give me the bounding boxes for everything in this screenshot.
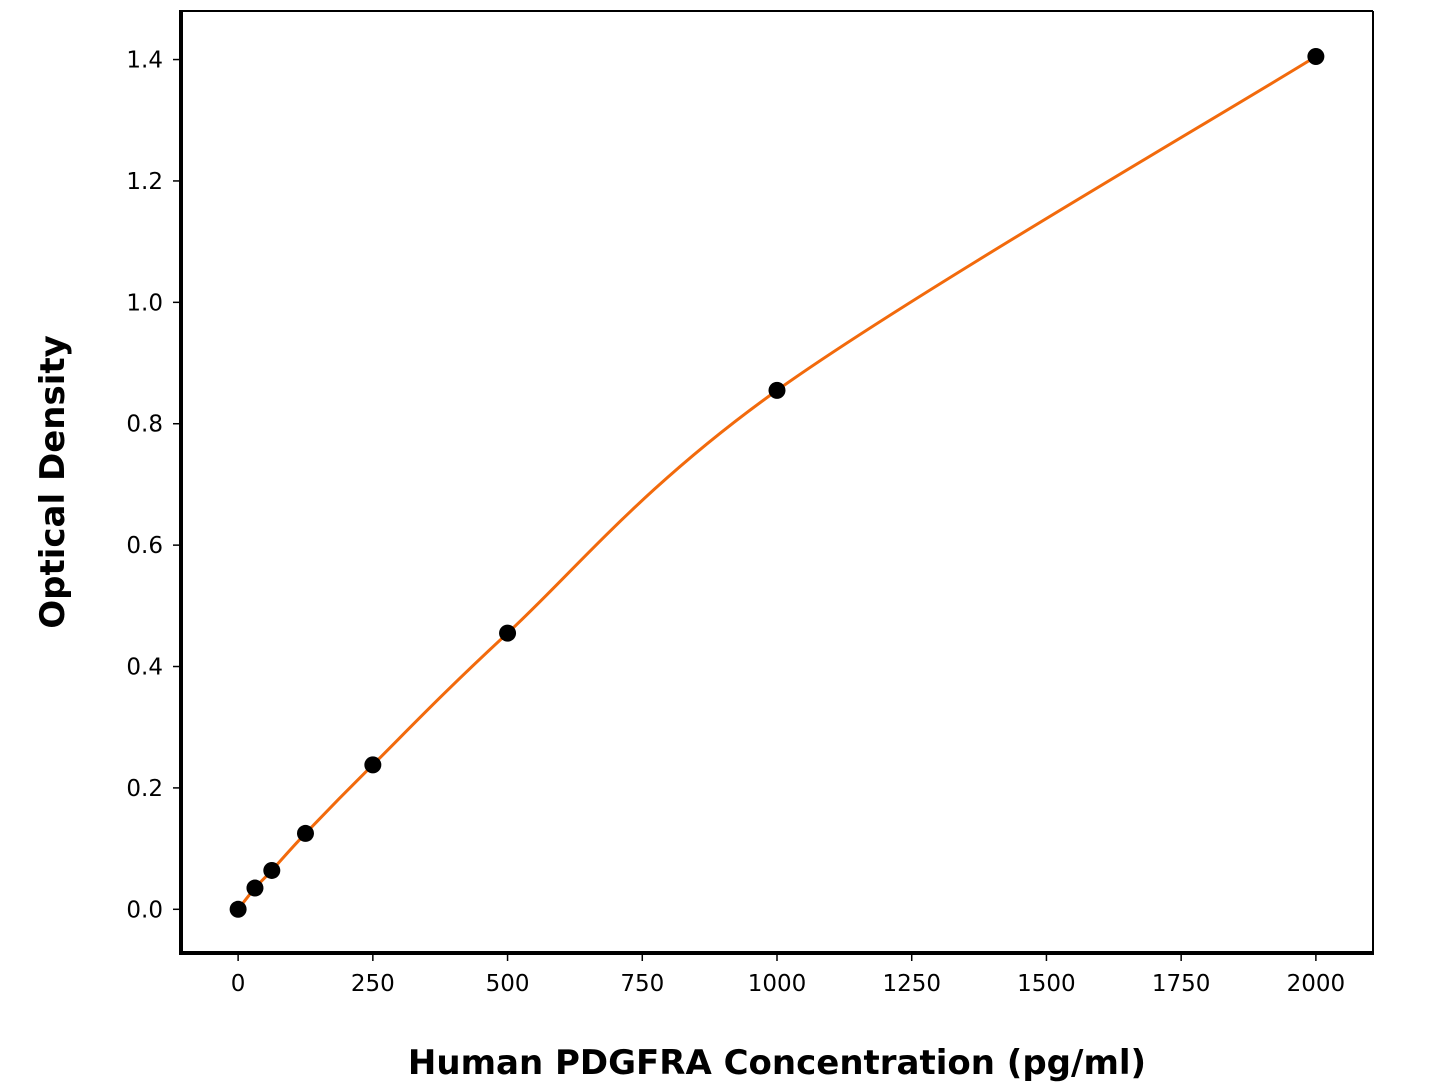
y-tick-label: 0.2 xyxy=(126,776,163,802)
x-tick-label: 1750 xyxy=(1152,971,1211,997)
y-tick-label: 0.4 xyxy=(126,655,163,681)
y-tick-label: 1.2 xyxy=(126,169,163,195)
x-axis-label: Human PDGFRA Concentration (pg/ml) xyxy=(408,1043,1146,1083)
y-tick-label: 1.0 xyxy=(126,290,163,316)
data-point xyxy=(263,861,281,879)
x-tick-label: 1000 xyxy=(748,971,807,997)
y-tick-label: 0.6 xyxy=(126,533,163,559)
x-tick-label: 1500 xyxy=(1017,971,1076,997)
y-tick-label: 1.4 xyxy=(126,48,163,74)
x-tick-label: 500 xyxy=(486,971,530,997)
x-tick-label: 750 xyxy=(620,971,664,997)
y-axis-label: Optical Density xyxy=(33,335,73,629)
data-point xyxy=(768,381,786,399)
data-point xyxy=(246,879,264,897)
data-point xyxy=(229,900,247,918)
data-point xyxy=(364,756,382,774)
y-tick-label: 0.8 xyxy=(126,412,163,438)
fit-curve xyxy=(236,55,1317,911)
y-tick-label: 0.0 xyxy=(126,897,163,923)
x-tick-label: 2000 xyxy=(1287,971,1346,997)
x-tick-label: 0 xyxy=(231,971,246,997)
data-point xyxy=(1307,48,1325,66)
data-point xyxy=(499,624,517,642)
x-tick-label: 1250 xyxy=(882,971,941,997)
x-tick-label: 250 xyxy=(351,971,395,997)
data-point xyxy=(296,824,314,842)
